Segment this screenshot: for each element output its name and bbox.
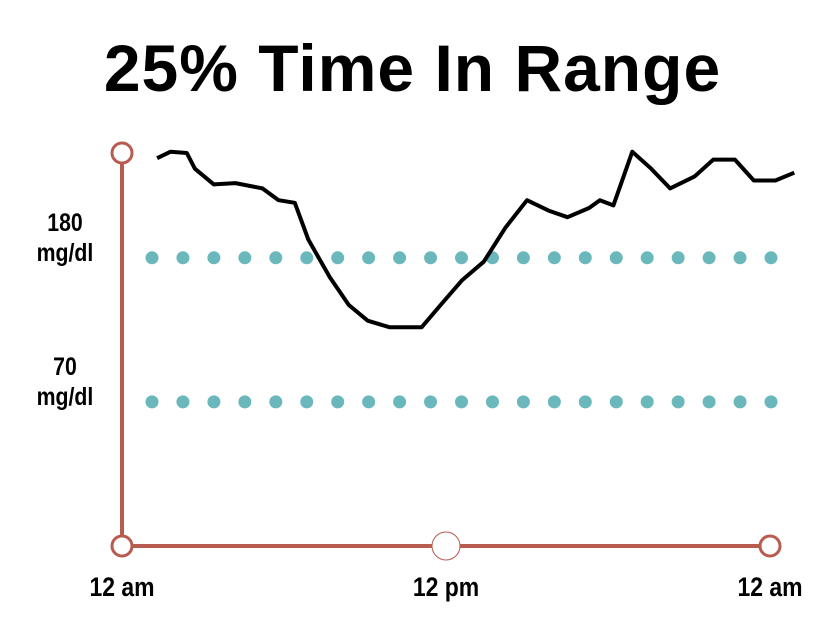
x-tick xyxy=(110,534,134,558)
x-tick-label: 12 am xyxy=(737,572,803,602)
x-tick xyxy=(431,531,461,561)
line xyxy=(156,149,796,330)
y-tick-label: 180 mg/dl xyxy=(36,208,94,267)
y-tick-label: 70 mg/dl xyxy=(36,352,94,411)
chart-title: 25% Time In Range xyxy=(103,31,722,105)
x-tick-label: 12 pm xyxy=(412,572,480,602)
axis-end xyxy=(110,141,134,165)
x-tick-label: 12 am xyxy=(89,572,155,602)
x-tick xyxy=(758,534,782,558)
